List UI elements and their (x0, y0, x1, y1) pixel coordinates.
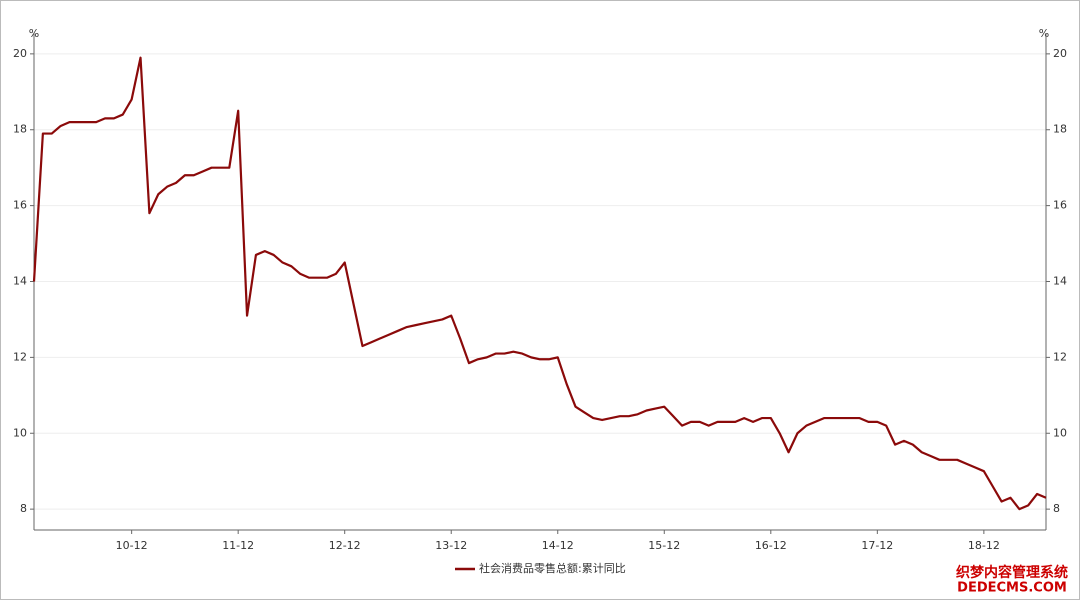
y2-unit: % (1039, 27, 1049, 40)
x-tick-label: 18-12 (968, 539, 1000, 552)
y2-tick-label: 8 (1053, 502, 1060, 515)
x-tick-label: 15-12 (648, 539, 680, 552)
y-tick-label: 8 (20, 502, 27, 515)
x-tick-label: 14-12 (542, 539, 574, 552)
series-line (32, 56, 1047, 511)
watermark: DEDECMS.COM (957, 581, 1067, 596)
y2-tick-label: 20 (1053, 47, 1067, 60)
y-tick-label: 10 (13, 426, 27, 439)
watermark: 织梦内容管理系统 (956, 564, 1068, 581)
y-tick-label: 16 (13, 199, 27, 212)
y2-tick-label: 16 (1053, 199, 1067, 212)
x-tick-label: 12-12 (329, 539, 361, 552)
x-tick-label: 17-12 (861, 539, 893, 552)
y-tick-label: 14 (13, 275, 27, 288)
x-tick-label: 13-12 (435, 539, 467, 552)
y2-tick-label: 14 (1053, 275, 1067, 288)
y-tick-label: 18 (13, 123, 27, 136)
y-tick-label: 20 (13, 47, 27, 60)
x-tick-label: 16-12 (755, 539, 787, 552)
y2-tick-label: 10 (1053, 426, 1067, 439)
y-tick-label: 12 (13, 350, 27, 363)
x-tick-label: 10-12 (116, 539, 148, 552)
legend-label: 社会消费品零售总额:累计同比 (479, 561, 626, 575)
x-tick-label: 11-12 (222, 539, 254, 552)
y2-tick-label: 18 (1053, 123, 1067, 136)
y2-tick-label: 12 (1053, 350, 1067, 363)
